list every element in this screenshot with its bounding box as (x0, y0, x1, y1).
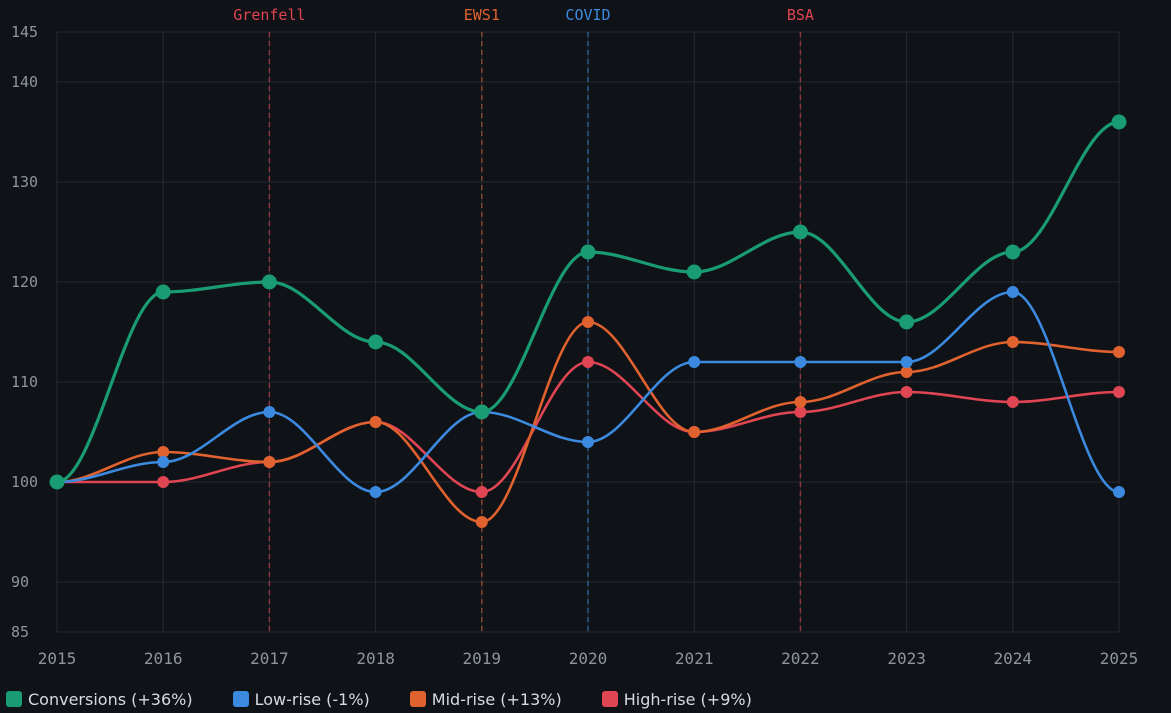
series-line (56, 290, 1120, 494)
data-point[interactable] (1006, 396, 1019, 408)
y-tick-label: 110 (11, 373, 38, 391)
x-tick-label: 2019 (463, 649, 502, 668)
axes: 85 90 100 110 120 130 140 145 2015 2016 2017 2018 20… (11, 23, 1138, 668)
legend-item[interactable]: Low-rise (-1%) (232, 689, 370, 709)
legend-swatch (601, 691, 618, 707)
data-point[interactable] (792, 224, 808, 240)
data-point[interactable] (474, 404, 490, 420)
annotation-label-bsa: BSA (787, 6, 814, 24)
y-tick-label: 145 (11, 23, 38, 41)
data-point[interactable] (369, 416, 382, 428)
x-tick-label: 2025 (1100, 649, 1139, 668)
data-point[interactable] (794, 396, 807, 408)
data-point[interactable] (900, 366, 913, 378)
legend-label: Low-rise (-1%) (254, 689, 370, 709)
line-chart: Grenfell EWS1 COVID BSA 85 90 100 110 120 130 140… (11, 6, 1138, 668)
data-point[interactable] (157, 446, 170, 458)
x-tick-label: 2023 (887, 649, 926, 668)
data-point[interactable] (475, 486, 488, 498)
data-point[interactable] (263, 406, 276, 418)
data-point[interactable] (580, 244, 596, 260)
y-tick-label: 140 (11, 73, 38, 91)
x-tick-label: 2017 (250, 649, 289, 668)
x-tick-label: 2020 (569, 649, 608, 668)
data-point[interactable] (582, 436, 594, 448)
data-point[interactable] (794, 356, 807, 368)
data-point[interactable] (1111, 114, 1127, 130)
x-tick-label: 2021 (675, 649, 714, 668)
x-tick-label: 2015 (38, 649, 77, 668)
series-0 (49, 114, 1127, 490)
data-point[interactable] (157, 456, 170, 468)
legend-item[interactable]: High-rise (+9%) (601, 689, 752, 709)
x-tick-label: 2016 (144, 649, 183, 668)
data-point[interactable] (582, 356, 594, 368)
legend-item[interactable]: Conversions (+36%) (6, 690, 193, 709)
legend-swatch (232, 691, 249, 707)
y-tick-label: 130 (11, 173, 38, 191)
legend-item[interactable]: Mid-rise (+13%) (409, 689, 562, 709)
annotation-label-ews1: EWS1 (464, 6, 500, 24)
data-point[interactable] (1006, 286, 1019, 298)
x-tick-label: 2018 (356, 649, 395, 668)
data-point[interactable] (794, 406, 807, 418)
legend: Conversions (+36%) Low-rise (-1%) Mid-rise… (6, 688, 792, 710)
y-tick-label: 100 (11, 473, 38, 491)
data-point[interactable] (899, 314, 915, 330)
x-tick-label: 2024 (994, 649, 1033, 668)
x-tick-label: 2022 (781, 649, 820, 668)
legend-swatch (409, 691, 426, 707)
series (49, 114, 1127, 528)
legend-swatch (6, 691, 22, 707)
legend-label: High-rise (+9%) (623, 689, 752, 709)
data-point[interactable] (688, 426, 701, 438)
annotation-label-grenfell: Grenfell (233, 6, 305, 24)
data-point[interactable] (1006, 336, 1019, 348)
data-point[interactable] (1113, 386, 1125, 398)
legend-label: Conversions (+36%) (28, 689, 193, 709)
data-point[interactable] (263, 456, 276, 468)
y-tick-label: 120 (11, 273, 38, 291)
event-annotations: Grenfell EWS1 COVID BSA (233, 6, 814, 632)
data-point[interactable] (1005, 244, 1021, 260)
y-tick-label: 90 (11, 573, 29, 591)
data-point[interactable] (49, 474, 65, 490)
data-point[interactable] (686, 264, 702, 280)
data-point[interactable] (1113, 486, 1125, 498)
data-point[interactable] (582, 316, 594, 328)
y-tick-label: 85 (11, 623, 29, 641)
data-point[interactable] (369, 486, 382, 498)
data-point[interactable] (475, 516, 488, 528)
data-point[interactable] (900, 356, 913, 368)
data-point[interactable] (368, 334, 384, 350)
series-line (56, 320, 1120, 524)
series-line (57, 360, 1120, 494)
data-point[interactable] (155, 284, 171, 300)
data-point[interactable] (900, 386, 913, 398)
legend-label: Mid-rise (+13%) (431, 689, 562, 709)
data-point[interactable] (157, 476, 170, 488)
data-point[interactable] (688, 356, 701, 368)
annotation-label-covid: COVID (565, 6, 610, 24)
data-point[interactable] (261, 274, 277, 290)
data-point[interactable] (1113, 346, 1125, 358)
